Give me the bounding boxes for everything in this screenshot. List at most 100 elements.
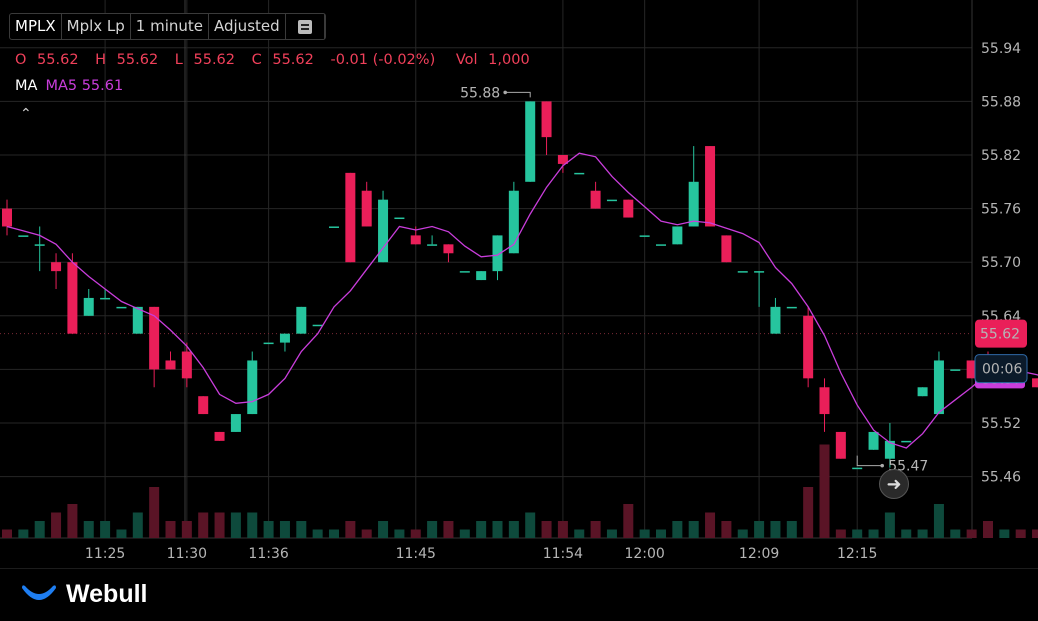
volume-bar (329, 529, 339, 538)
volume-bar (165, 521, 176, 538)
close-value: 55.62 (272, 52, 314, 68)
time-tick-label: 11:25 (85, 546, 125, 562)
volume-bar (868, 529, 879, 538)
low-marker-line (856, 455, 883, 467)
candle-body (688, 181, 699, 227)
candle-body (803, 315, 814, 379)
volume-bar (525, 512, 536, 538)
candle-body (901, 440, 912, 443)
candle-body (18, 235, 29, 237)
list-icon[interactable] (286, 14, 325, 39)
adjust-selector[interactable]: Adjusted (209, 14, 286, 39)
high-marker-line (505, 91, 531, 98)
volume-bar (51, 512, 62, 538)
candle-body (361, 190, 372, 227)
close-label: C (251, 52, 262, 68)
footer-bar (0, 568, 1038, 621)
candle-body (1032, 378, 1038, 388)
volume-bar (541, 521, 552, 538)
high-marker-label: 55.88 (460, 85, 500, 101)
time-tick-label: 11:54 (543, 546, 583, 562)
candle-body (312, 324, 323, 327)
volume-value: 1,000 (488, 52, 530, 68)
chevron-up-icon[interactable]: ⌃ (20, 106, 32, 122)
candle-body (639, 235, 650, 237)
candle-body (476, 271, 487, 281)
candle-body (541, 101, 552, 138)
time-tick-label: 11:45 (396, 546, 436, 562)
candle-body (2, 208, 12, 227)
high-label: H (95, 52, 107, 68)
ma-label: MA (15, 78, 38, 94)
candle-body (116, 306, 127, 309)
candle-body (279, 333, 290, 343)
volume-bar (296, 521, 307, 538)
candle-body (786, 306, 797, 309)
volume-bar (459, 529, 470, 538)
price-tick-label: 55.52 (981, 416, 1021, 432)
volume-bar (34, 521, 45, 538)
candle-body (410, 235, 421, 245)
ma-legend[interactable]: MA MA5 55.61 (15, 78, 123, 94)
ohlc-readout: O 55.62 H 55.62 L 55.62 C 55.62 -0.01 (-… (15, 52, 542, 68)
interval-selector[interactable]: 1 minute (131, 14, 209, 39)
candle-body (819, 387, 830, 415)
candle-body (34, 244, 45, 246)
candle-body (917, 387, 928, 397)
volume-bar (770, 521, 781, 538)
candle-body (149, 306, 160, 370)
countdown-tag (974, 354, 1028, 384)
candle-body (770, 306, 781, 334)
open-label: O (15, 52, 27, 68)
candle-body (67, 262, 78, 334)
time-tick-label: 12:15 (837, 546, 877, 562)
time-tick-label: 11:30 (167, 546, 207, 562)
volume-bar (606, 529, 617, 538)
candle-body (525, 101, 536, 182)
volume-bar (819, 444, 830, 538)
volume-bar (312, 529, 323, 538)
time-tick-label: 11:36 (248, 546, 288, 562)
candle-body (623, 199, 634, 218)
countdown-tag-text: 00:06 (982, 362, 1022, 378)
volume-bar (803, 487, 814, 538)
volume-bar (443, 521, 454, 538)
candle-body (557, 155, 568, 164)
high-marker-dot (503, 90, 508, 95)
candle-body (83, 297, 94, 316)
volume-bar (1015, 529, 1026, 538)
volume-bar (198, 512, 209, 538)
candle-body (508, 190, 519, 254)
candle-body (835, 431, 846, 459)
volume-bar (639, 529, 650, 538)
volume-bar (917, 529, 928, 538)
volume-bar (835, 529, 846, 538)
volume-bar (623, 504, 634, 538)
company-name[interactable]: Mplx Lp (62, 14, 131, 39)
volume-bar (149, 487, 160, 538)
candle-body (884, 440, 895, 459)
volume-bar (590, 521, 601, 538)
volume-bar (230, 512, 241, 538)
candle-body (378, 199, 389, 263)
candle-body (230, 414, 241, 432)
candle-body (852, 467, 863, 470)
open-value: 55.62 (37, 52, 79, 68)
candle-body (868, 431, 879, 450)
candle-body (574, 172, 585, 175)
volume-label: Vol (455, 52, 478, 68)
candle-body (443, 244, 454, 254)
volume-bar (18, 529, 29, 538)
candle-body (100, 297, 111, 300)
symbol-selector[interactable]: MPLX (10, 14, 62, 39)
volume-bar (476, 521, 487, 538)
change-value: -0.01 (-0.02%) (330, 52, 436, 68)
chart-toolbar: MPLX Mplx Lp 1 minute Adjusted (9, 13, 326, 40)
candle-body (590, 190, 601, 209)
candle-body (132, 306, 143, 334)
candle-body (181, 351, 192, 379)
scroll-to-latest-button[interactable]: ➜ (879, 469, 909, 499)
volume-bar (361, 529, 372, 538)
volume-bar (901, 529, 912, 538)
